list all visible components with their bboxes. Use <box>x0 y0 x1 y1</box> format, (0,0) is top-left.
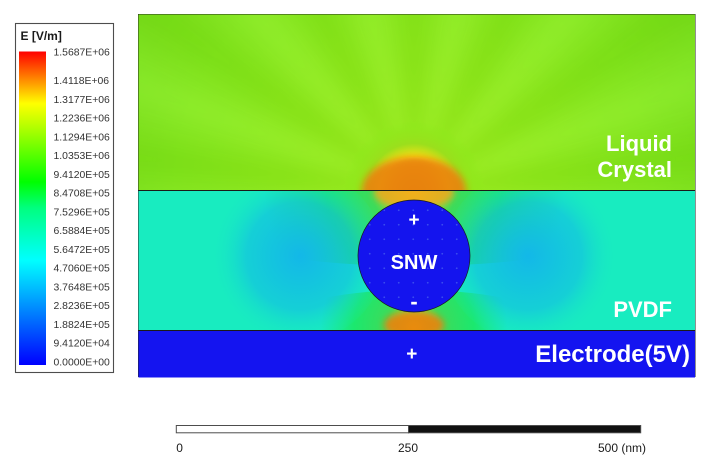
svg-text:Electrode(5V): Electrode(5V) <box>535 341 690 368</box>
svg-text:E [V/m]: E [V/m] <box>21 29 62 43</box>
svg-text:0: 0 <box>176 441 183 455</box>
svg-text:2.8236E+05: 2.8236E+05 <box>54 301 111 312</box>
svg-text:Crystal: Crystal <box>597 157 672 182</box>
svg-text:+: + <box>408 210 419 231</box>
svg-text:1.0353E+06: 1.0353E+06 <box>54 151 111 162</box>
svg-text:PVDF: PVDF <box>613 297 672 322</box>
svg-text:3.7648E+05: 3.7648E+05 <box>54 282 111 293</box>
svg-text:250: 250 <box>398 441 418 455</box>
svg-text:9.4120E+05: 9.4120E+05 <box>54 170 111 181</box>
svg-text:SNW: SNW <box>391 252 438 274</box>
svg-text:6.5884E+05: 6.5884E+05 <box>54 226 111 237</box>
svg-text:8.4708E+05: 8.4708E+05 <box>54 189 111 200</box>
svg-text:7.5296E+05: 7.5296E+05 <box>54 207 111 218</box>
svg-text:500 (nm): 500 (nm) <box>598 441 646 455</box>
svg-text:Liquid: Liquid <box>606 131 672 156</box>
svg-text:+: + <box>406 344 417 365</box>
svg-text:5.6472E+05: 5.6472E+05 <box>54 245 111 256</box>
svg-text:1.1294E+06: 1.1294E+06 <box>54 132 111 143</box>
svg-text:-: - <box>410 289 417 314</box>
svg-text:9.4120E+04: 9.4120E+04 <box>54 339 111 350</box>
svg-text:4.7060E+05: 4.7060E+05 <box>54 264 111 275</box>
svg-text:1.8824E+05: 1.8824E+05 <box>54 320 111 331</box>
svg-text:0.0000E+00: 0.0000E+00 <box>54 358 111 369</box>
svg-text:1.3177E+06: 1.3177E+06 <box>54 95 111 106</box>
svg-text:1.2236E+06: 1.2236E+06 <box>54 114 111 125</box>
svg-text:1.5687E+06: 1.5687E+06 <box>54 48 111 59</box>
svg-text:1.4118E+06: 1.4118E+06 <box>54 76 110 87</box>
